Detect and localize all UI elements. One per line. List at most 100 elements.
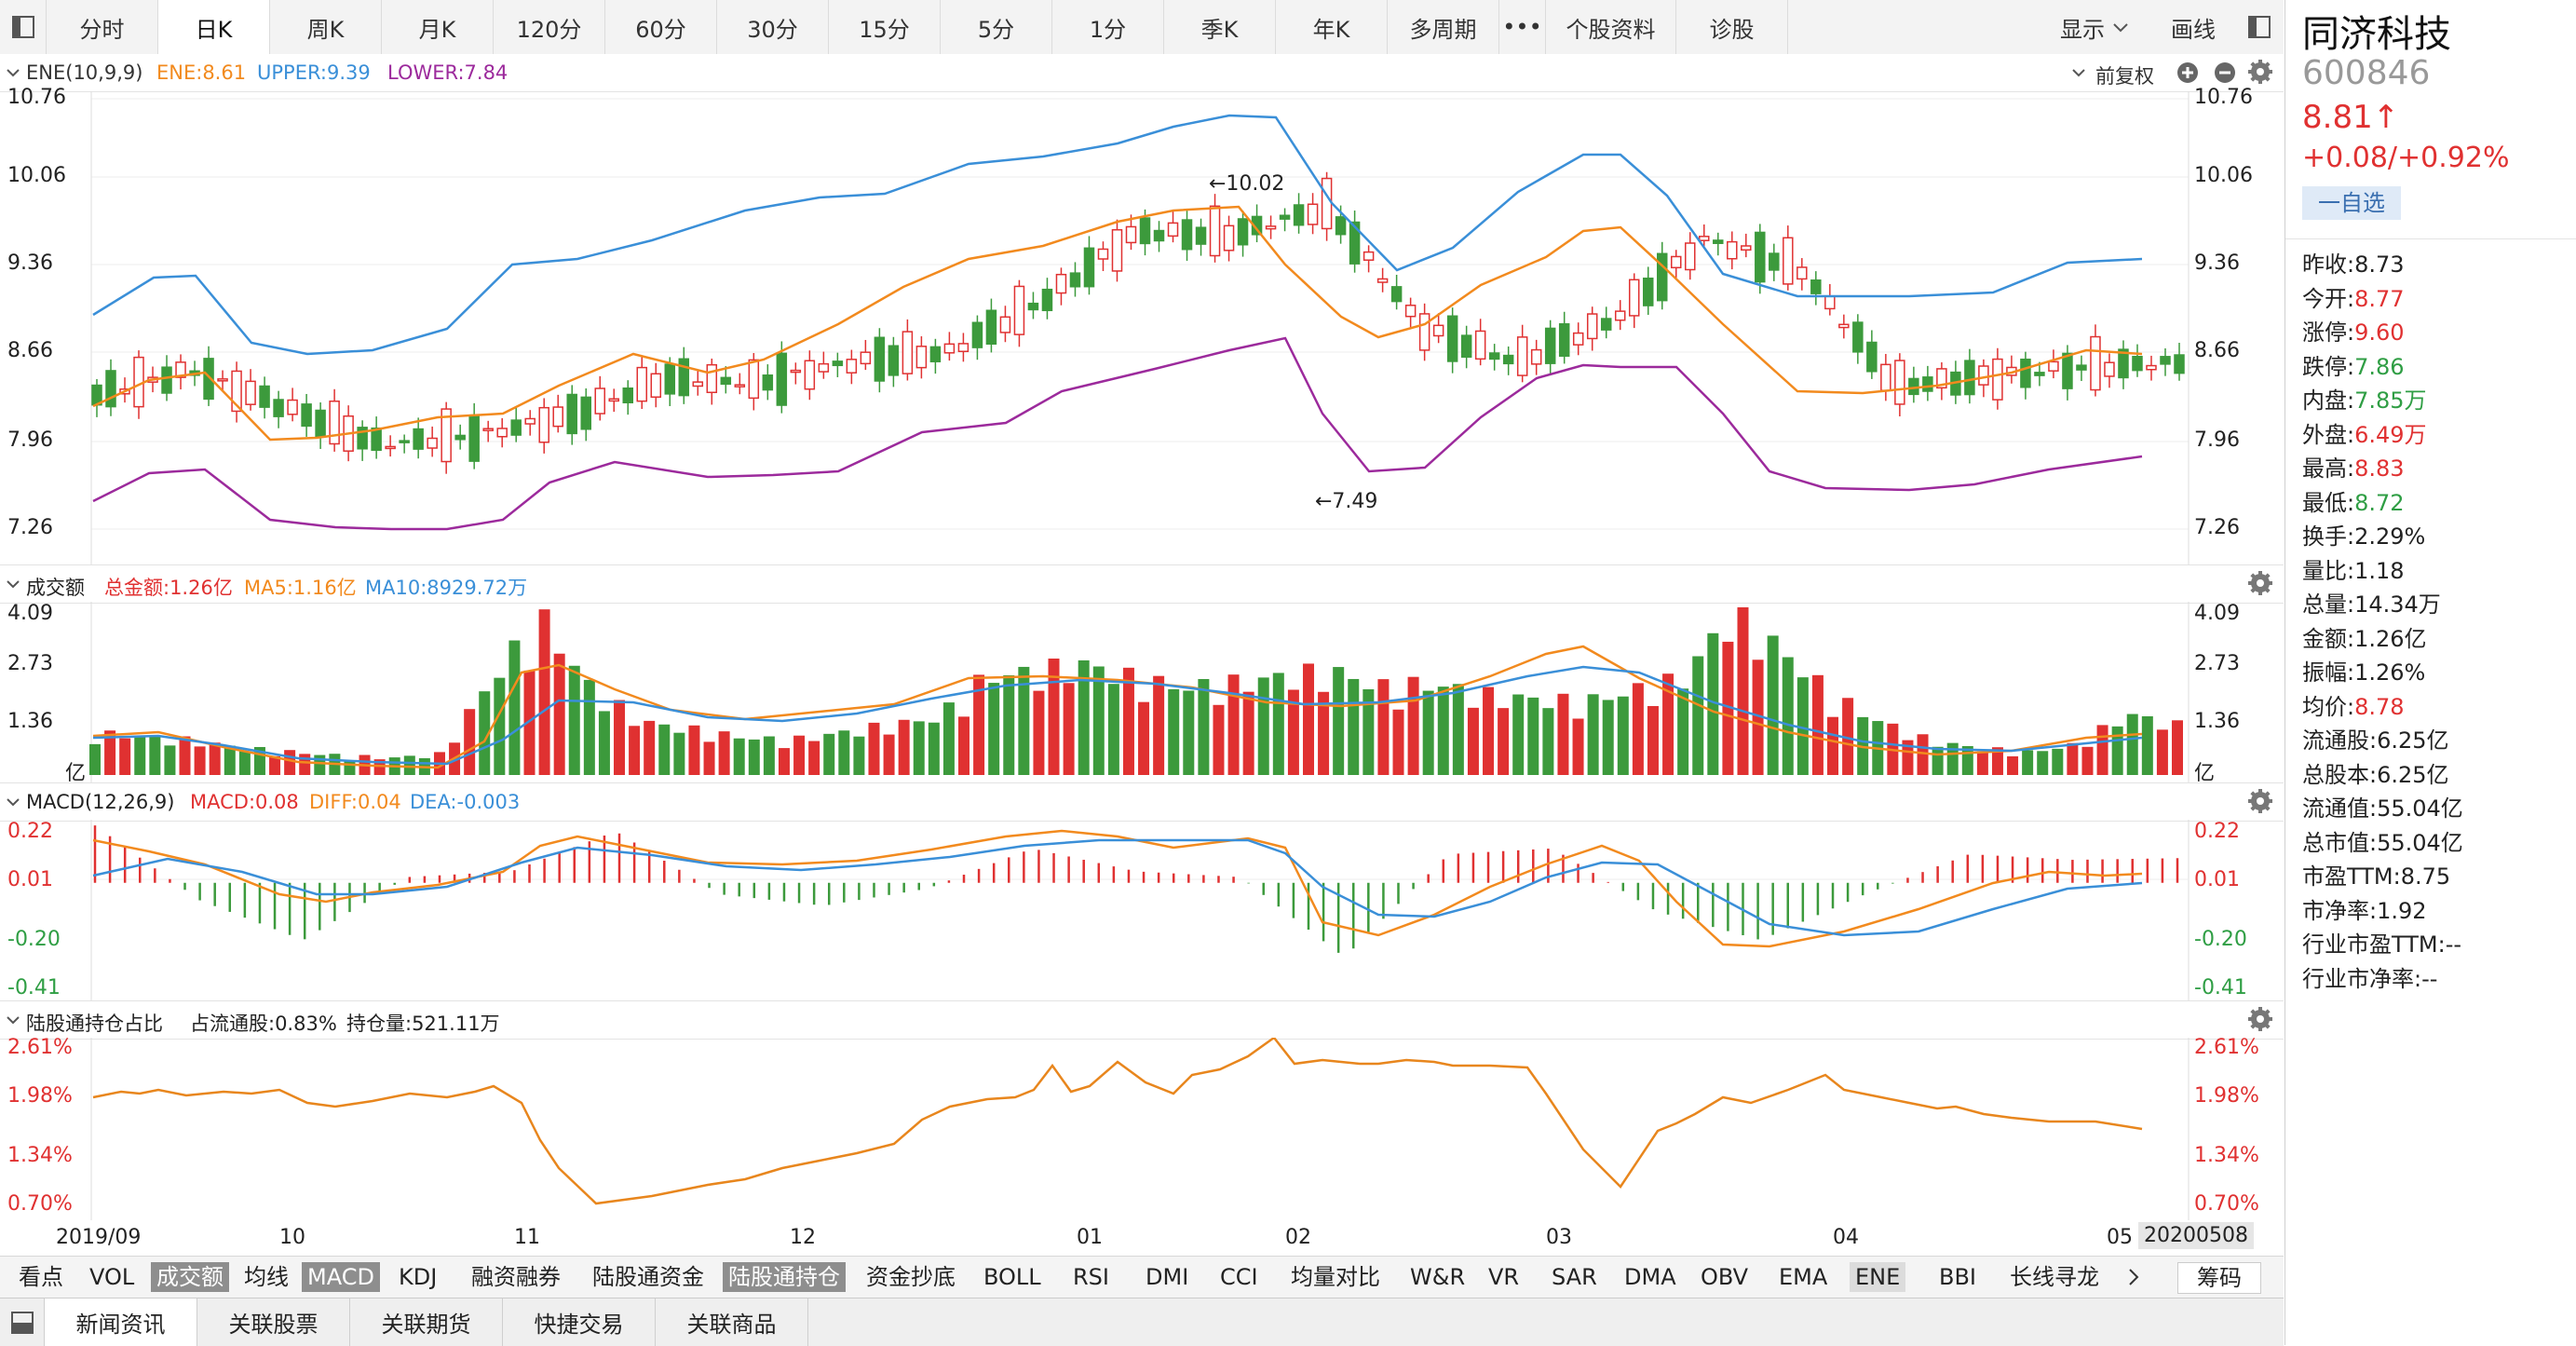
- period-tab-monthly[interactable]: 月K: [382, 0, 494, 54]
- candle-body: [2020, 358, 2031, 388]
- stock-profile-tab[interactable]: 个股资料: [1546, 0, 1676, 54]
- candle-body: [1544, 327, 1556, 364]
- indicator-ene[interactable]: ENE: [1850, 1262, 1906, 1292]
- indicator-hk-holding[interactable]: 陆股通持仓: [723, 1262, 846, 1292]
- indicator-macd[interactable]: MACD: [302, 1262, 380, 1292]
- gear-icon[interactable]: [2248, 571, 2272, 595]
- amount-bar-chart[interactable]: [0, 602, 2284, 782]
- ene-upper-value: UPPER:9.39: [257, 61, 371, 84]
- candle-body: [371, 427, 382, 452]
- indicator-ma[interactable]: 均线: [244, 1264, 289, 1290]
- indicator-obv[interactable]: OBV: [1701, 1264, 1749, 1290]
- ene-candlestick-chart[interactable]: ←10.02 ←7.49: [0, 91, 2284, 564]
- amount-title: 成交额: [26, 577, 85, 599]
- period-tab-5min[interactable]: 5分: [941, 0, 1052, 54]
- indicator-hk-fund[interactable]: 陆股通资金: [592, 1264, 704, 1290]
- zoom-in-icon[interactable]: [2176, 61, 2200, 85]
- chevron-down-icon[interactable]: [2071, 65, 2086, 80]
- chevron-right-icon[interactable]: [2123, 1267, 2144, 1287]
- tab-related-stocks[interactable]: 关联股票: [197, 1298, 350, 1346]
- indicator-kdj[interactable]: KDJ: [399, 1264, 438, 1290]
- candle-body: [1922, 376, 1933, 392]
- chevron-down-icon[interactable]: [6, 577, 20, 591]
- indicator-rsi[interactable]: RSI: [1073, 1264, 1109, 1290]
- gear-icon[interactable]: [2248, 789, 2272, 813]
- indicator-kandian[interactable]: 看点: [19, 1264, 63, 1290]
- period-tab-multi[interactable]: 多周期: [1388, 0, 1499, 54]
- hk-axis-right-tick: 0.70%: [2194, 1192, 2259, 1216]
- more-periods-button[interactable]: •••: [1499, 0, 1546, 54]
- ene-axis-left-tick: 10.06: [7, 164, 66, 187]
- chevron-down-icon[interactable]: [6, 795, 20, 809]
- indicator-bottom-fund[interactable]: 资金抄底: [866, 1264, 956, 1290]
- gear-icon[interactable]: [2248, 1007, 2272, 1031]
- period-tab-daily[interactable]: 日K: [158, 0, 270, 54]
- quote-stat-row: 流通值:55.04亿: [2302, 790, 2463, 823]
- amount-bar: [1153, 675, 1165, 775]
- chips-button[interactable]: 筹码: [2177, 1262, 2261, 1294]
- add-watchlist-button[interactable]: 一自选: [2302, 186, 2401, 220]
- indicator-boll[interactable]: BOLL: [983, 1264, 1041, 1290]
- candle-body: [888, 345, 900, 376]
- period-tab-fenshi[interactable]: 分时: [47, 0, 158, 54]
- ene-axis-right-tick: 7.26: [2194, 516, 2240, 539]
- gear-icon[interactable]: [2248, 60, 2272, 84]
- hk-axis-left-tick: 1.34%: [7, 1144, 73, 1167]
- period-tab-60min[interactable]: 60分: [605, 0, 717, 54]
- amount-bar: [1902, 740, 1914, 775]
- period-tab-yearly[interactable]: 年K: [1276, 0, 1388, 54]
- amount-bar: [224, 745, 236, 775]
- period-tab-15min[interactable]: 15分: [829, 0, 941, 54]
- diagnosis-tab[interactable]: 诊股: [1676, 0, 1788, 54]
- ene-axis-right-tick: 8.66: [2194, 339, 2240, 362]
- hk-holding-line-chart[interactable]: [0, 1038, 2284, 1220]
- amount-bar: [1078, 659, 1090, 775]
- quote-stat-row: 最低:8.72: [2302, 484, 2405, 517]
- adjust-mode-select[interactable]: 前复权: [2095, 65, 2154, 88]
- tab-news[interactable]: 新闻资讯: [45, 1298, 197, 1346]
- x-axis-label: 01: [1077, 1226, 1103, 1249]
- zoom-out-icon[interactable]: [2213, 61, 2237, 85]
- period-tab-1min[interactable]: 1分: [1052, 0, 1164, 54]
- candle-body: [413, 428, 424, 450]
- period-tab-quarterly[interactable]: 季K: [1164, 0, 1276, 54]
- indicator-dma[interactable]: DMA: [1624, 1264, 1676, 1290]
- amount-bar: [1842, 698, 1854, 775]
- tab-related-commodities[interactable]: 关联商品: [656, 1298, 808, 1346]
- amount-bar: [808, 741, 820, 775]
- period-tab-30min[interactable]: 30分: [717, 0, 829, 54]
- indicator-wr[interactable]: W&R: [1410, 1264, 1466, 1290]
- x-axis-label: 2019/09: [56, 1226, 142, 1249]
- quote-panel: 同济科技 600846 8.81↑ +0.08/+0.92% 一自选 昨收:8.…: [2285, 0, 2576, 1345]
- indicator-amount[interactable]: 成交额: [151, 1262, 229, 1292]
- tab-related-futures[interactable]: 关联期货: [350, 1298, 503, 1346]
- indicator-ema[interactable]: EMA: [1779, 1264, 1828, 1290]
- display-menu-button[interactable]: 显示: [2040, 0, 2151, 54]
- candle-body: [1558, 323, 1570, 357]
- macd-panel-header: MACD(12,26,9) MACD:0.08 DIFF:0.04 DEA:-0…: [0, 782, 2284, 822]
- period-tab-120min[interactable]: 120分: [494, 0, 605, 54]
- candle-body: [846, 359, 858, 374]
- tab-quick-trade[interactable]: 快捷交易: [503, 1298, 656, 1346]
- indicator-dmi[interactable]: DMI: [1146, 1264, 1189, 1290]
- indicator-bbi[interactable]: BBI: [1939, 1264, 1977, 1290]
- quote-stat-label: 今开:: [2302, 285, 2355, 312]
- indicator-margin[interactable]: 融资融券: [471, 1264, 561, 1290]
- candle-body: [748, 359, 760, 400]
- indicator-vol[interactable]: VOL: [89, 1264, 135, 1290]
- indicator-vr[interactable]: VR: [1488, 1264, 1520, 1290]
- indicator-volume-compare[interactable]: 均量对比: [1291, 1264, 1380, 1290]
- indicator-sar[interactable]: SAR: [1552, 1264, 1597, 1290]
- panel-toggle-button[interactable]: [2235, 0, 2284, 54]
- draw-line-button[interactable]: 画线: [2171, 16, 2216, 43]
- chevron-down-icon[interactable]: [6, 1013, 20, 1027]
- period-tab-weekly[interactable]: 周K: [270, 0, 382, 54]
- panel-collapse-button[interactable]: [0, 1298, 45, 1346]
- indicator-long-dragon[interactable]: 长线寻龙: [2010, 1264, 2099, 1290]
- amount-axis-left-tick: 4.09: [7, 602, 53, 625]
- macd-axis-left-tick: -0.20: [7, 928, 61, 951]
- indicator-cci[interactable]: CCI: [1220, 1264, 1258, 1290]
- macd-chart[interactable]: [0, 820, 2284, 1000]
- chevron-down-icon[interactable]: [6, 65, 20, 80]
- sidebar-toggle-button[interactable]: [0, 0, 47, 54]
